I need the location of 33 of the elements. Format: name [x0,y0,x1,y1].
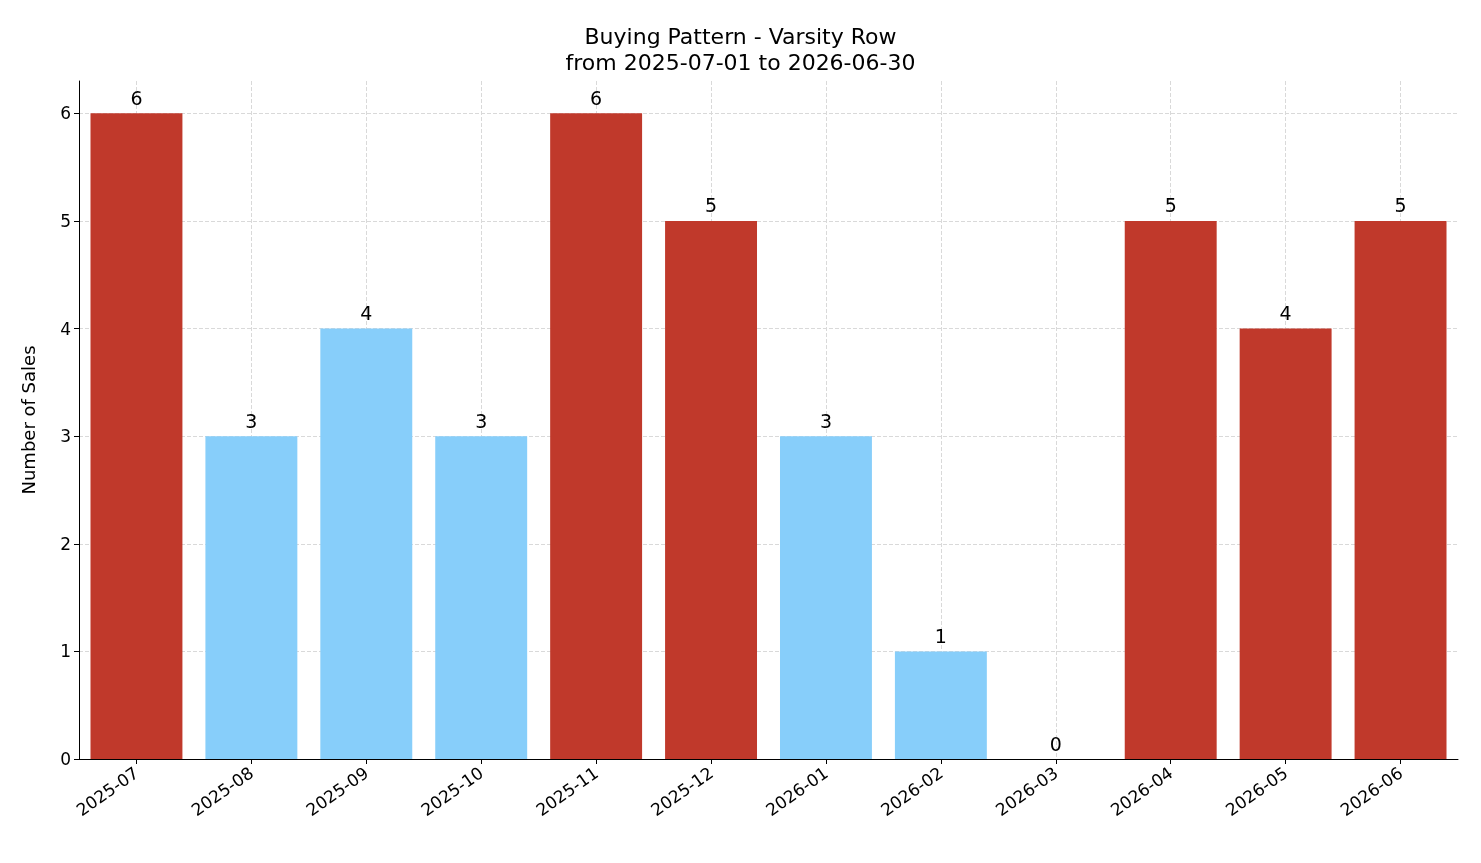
bar [90,113,183,759]
bar [205,436,298,759]
y-tick-label: 0 [60,749,71,769]
data-label: 5 [1164,194,1177,217]
data-label: 6 [590,86,603,109]
bar [1239,328,1332,759]
bar [894,651,987,759]
data-label: 3 [245,409,258,432]
chart-subtitle: from 2025-07-01 to 2026-06-30 [565,49,916,75]
bar [435,436,528,759]
data-label: 1 [934,624,947,647]
y-tick-label: 1 [60,641,71,662]
chart-title: Buying Pattern - Varsity Row [584,23,897,49]
data-label: 5 [704,194,718,217]
y-tick-label: 6 [60,103,71,124]
bar [550,113,643,759]
data-label: 5 [1394,194,1407,217]
y-tick-label: 4 [60,318,71,339]
y-axis-title: Number of Sales [17,345,39,495]
bar [779,436,872,759]
bar [1354,220,1447,759]
data-label: 0 [1049,732,1062,755]
y-tick-label: 3 [60,426,71,447]
data-label: 3 [475,409,488,432]
y-tick-label: 5 [60,210,71,231]
data-label: 3 [819,409,833,432]
bar [320,328,413,759]
data-label: 4 [1279,302,1292,325]
data-label: 6 [130,86,143,109]
y-tick-label: 2 [60,533,71,554]
bar [1124,220,1217,759]
bar [665,220,758,759]
data-label: 4 [360,302,373,325]
